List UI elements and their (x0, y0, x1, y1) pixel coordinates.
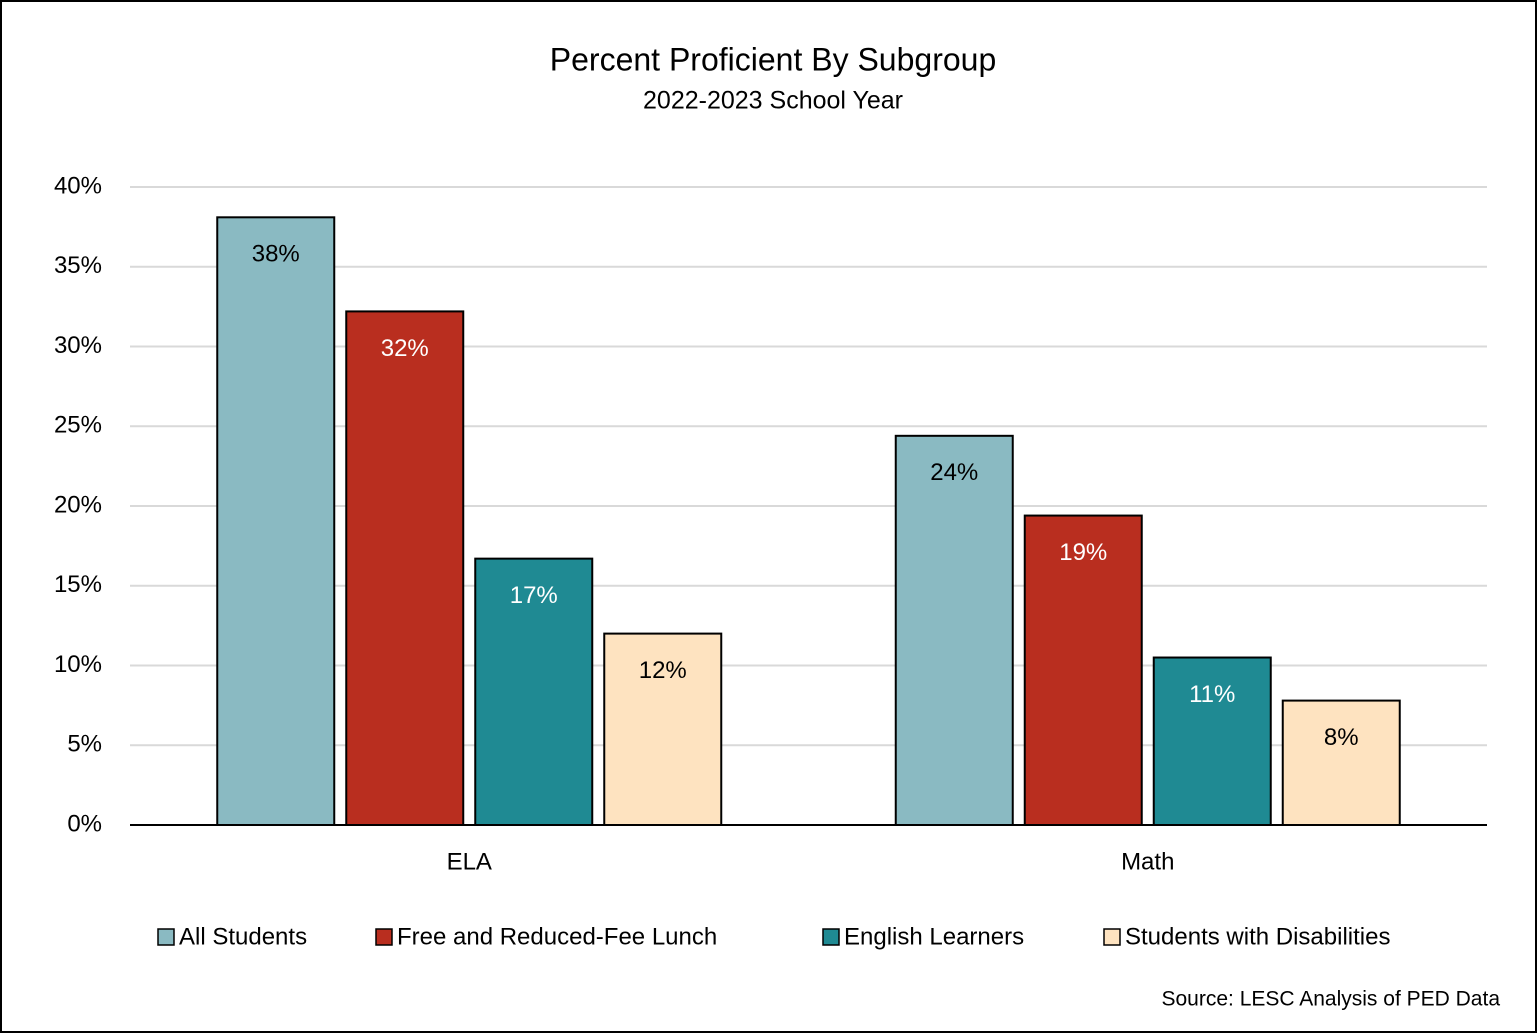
legend-label: English Learners (844, 923, 1024, 950)
data-label: 32% (381, 335, 429, 362)
bar (474, 557, 594, 826)
y-tick-label: 15% (54, 571, 102, 598)
bar (345, 310, 465, 827)
data-label: 24% (930, 459, 978, 486)
y-tick-label: 30% (54, 332, 102, 359)
chart-subtitle: 2022-2023 School Year (643, 87, 903, 115)
legend-swatch (822, 928, 840, 946)
data-label: 17% (510, 582, 558, 609)
y-tick-label: 40% (54, 172, 102, 199)
bar (603, 632, 723, 826)
legend-label: Students with Disabilities (1125, 923, 1390, 950)
y-tick-label: 0% (67, 810, 102, 837)
bar (1023, 514, 1143, 826)
bar (1152, 656, 1272, 827)
x-tick-label: Math (1121, 848, 1174, 875)
legend-label: All Students (179, 923, 307, 950)
data-label: 12% (639, 657, 687, 684)
chart-title: Percent Proficient By Subgroup (550, 41, 996, 77)
data-label: 19% (1059, 539, 1107, 566)
data-label: 8% (1324, 724, 1359, 751)
source-note: Source: LESC Analysis of PED Data (1162, 988, 1501, 1011)
bar (894, 434, 1014, 826)
y-tick-label: 25% (54, 412, 102, 439)
y-tick-label: 5% (67, 731, 102, 758)
y-tick-label: 10% (54, 651, 102, 678)
bar (216, 216, 336, 826)
bar (1281, 699, 1401, 827)
legend-swatch (375, 928, 393, 946)
data-label: 11% (1189, 681, 1235, 708)
legend-swatch (157, 928, 175, 946)
x-tick-label: ELA (447, 848, 492, 875)
y-tick-label: 20% (54, 491, 102, 518)
legend-label: Free and Reduced-Fee Lunch (397, 923, 717, 950)
data-label: 38% (252, 241, 300, 268)
y-tick-label: 35% (54, 252, 102, 279)
legend-swatch (1103, 928, 1121, 946)
